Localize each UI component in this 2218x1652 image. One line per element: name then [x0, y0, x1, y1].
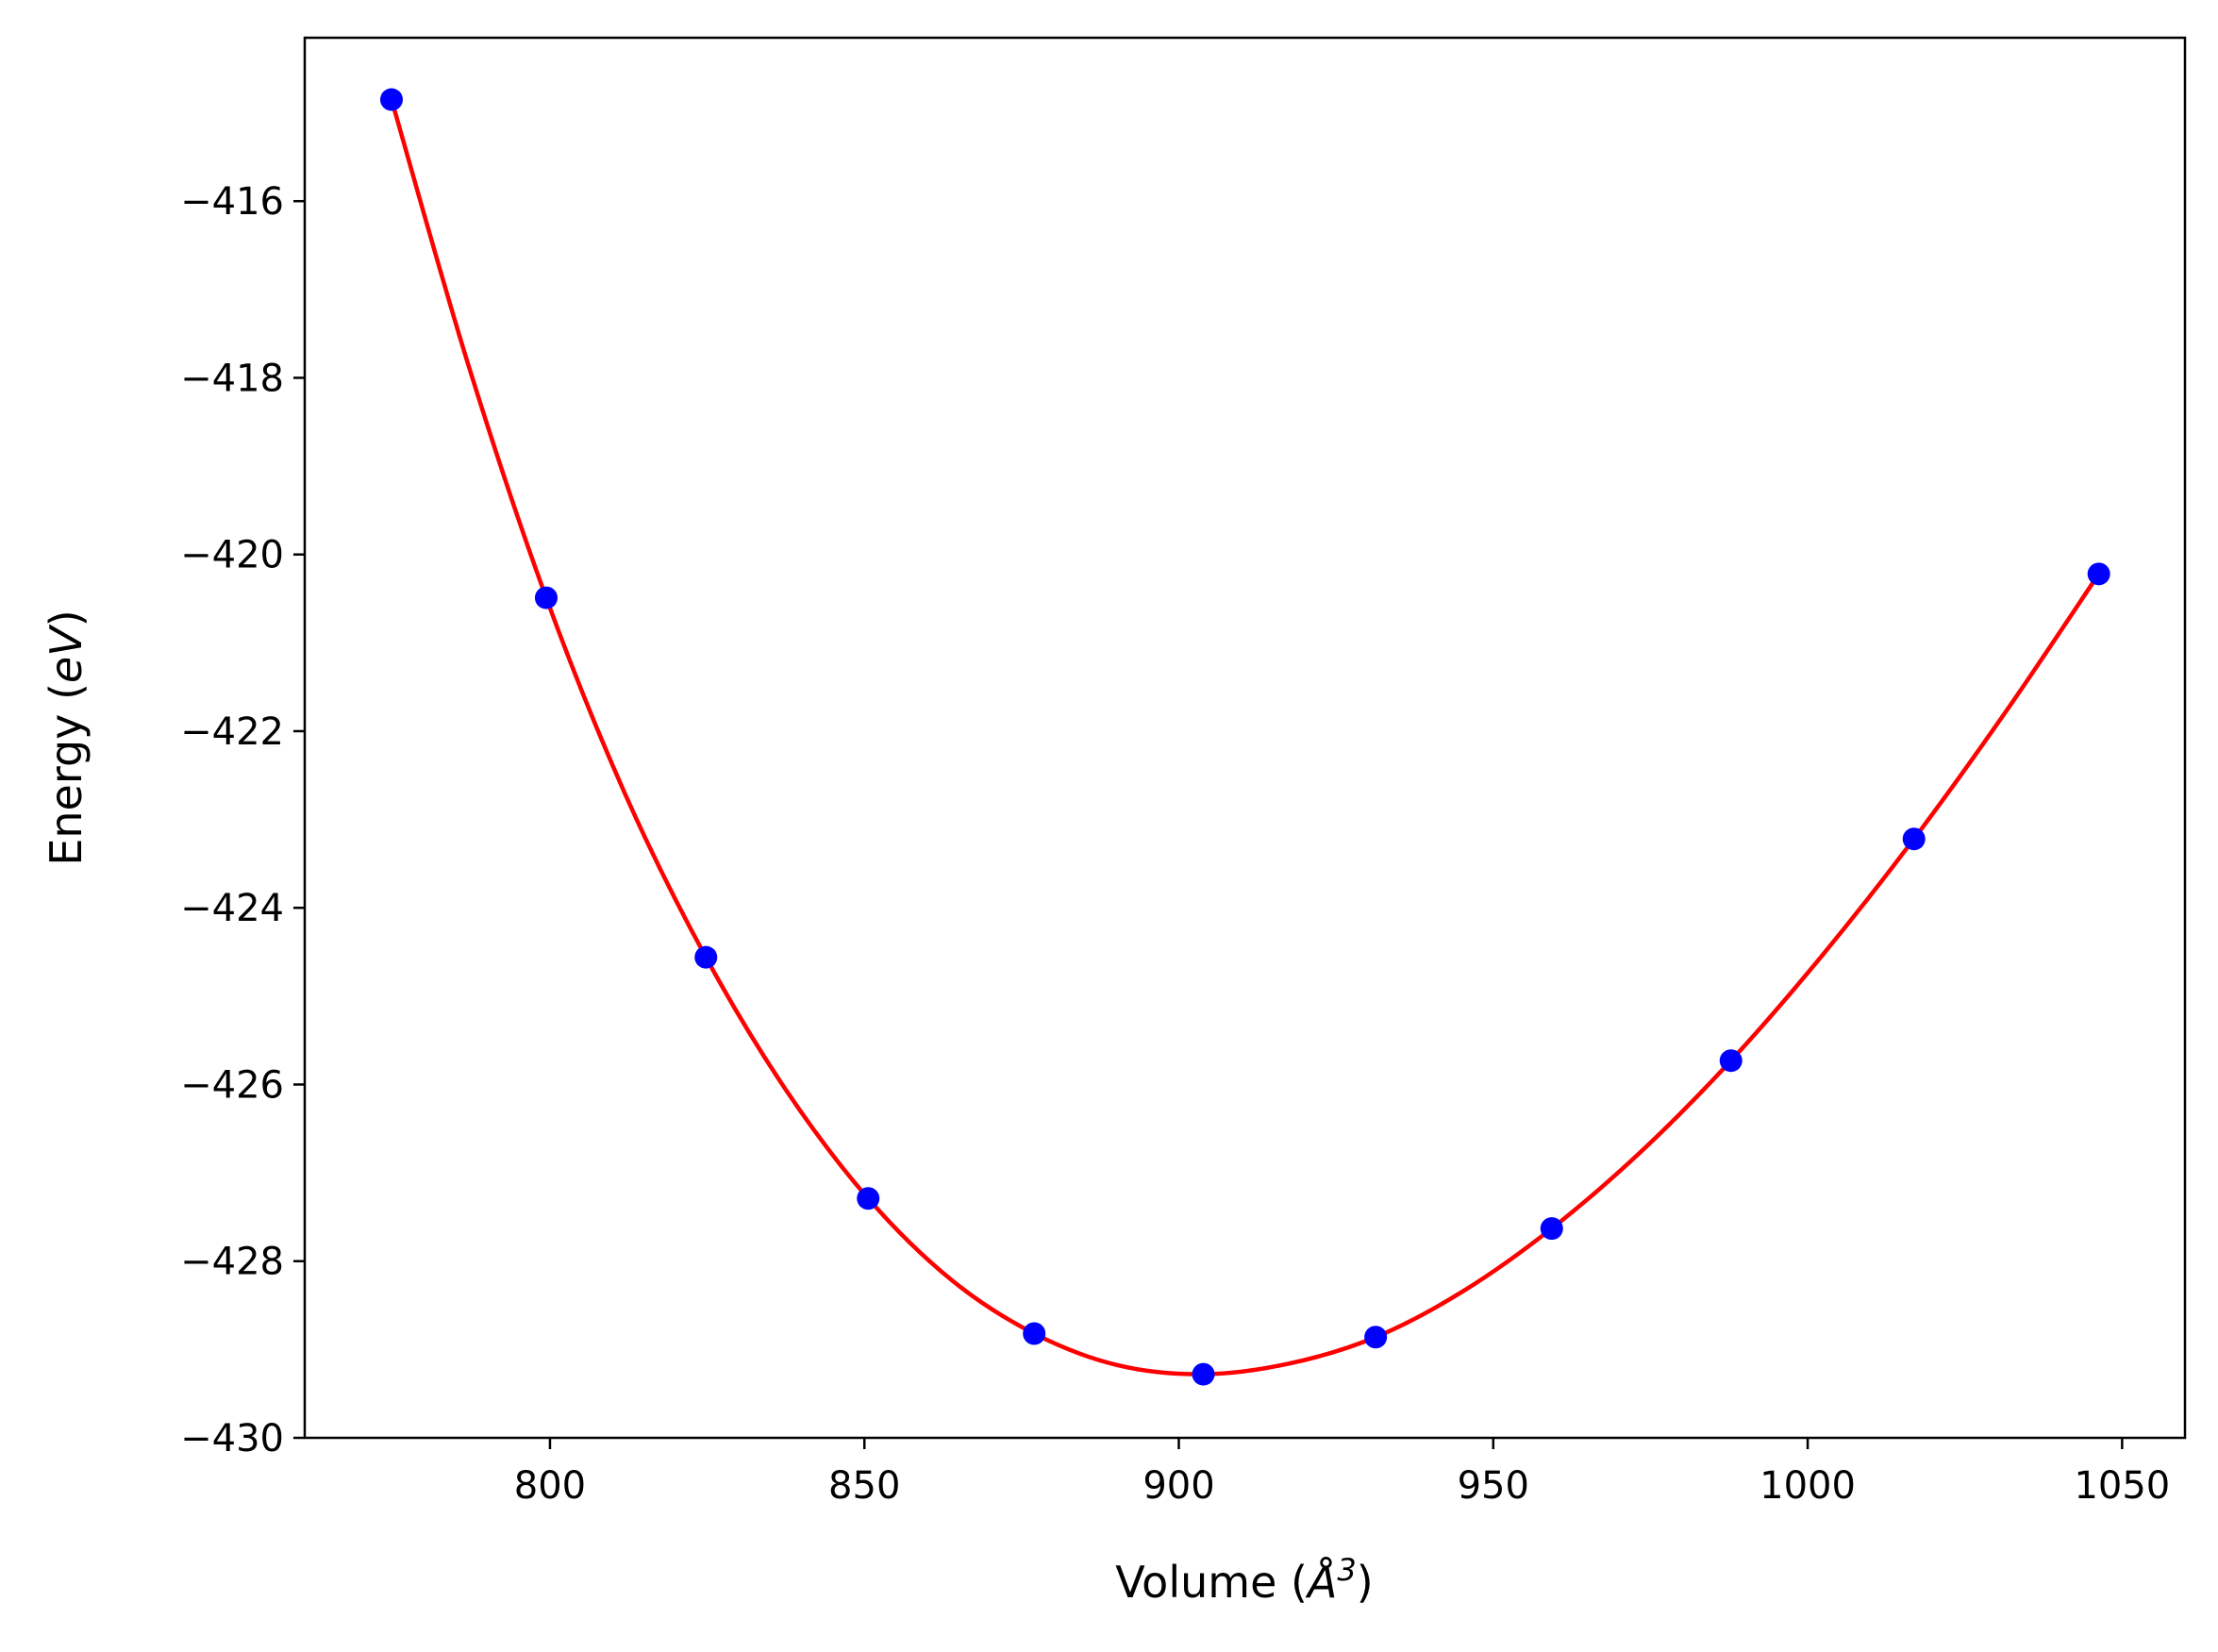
data-point	[1540, 1217, 1563, 1241]
data-point	[379, 88, 403, 111]
data-point	[857, 1187, 880, 1210]
plot-area-frame	[303, 36, 2187, 1440]
y-axis-label: Energy (eV)	[41, 609, 92, 865]
y-tick-label: −428	[180, 1241, 284, 1284]
y-tick-label: −426	[180, 1063, 284, 1107]
y-tick-label: −430	[180, 1417, 284, 1460]
y-tick-label: −420	[180, 534, 284, 577]
y-tick-label: −418	[180, 357, 284, 400]
x-axis-label: Volume (Å3)	[1115, 1552, 1373, 1608]
plot-marks	[379, 88, 2110, 1386]
data-point	[534, 586, 558, 609]
x-tick-label: 900	[1142, 1464, 1214, 1508]
x-tick-label: 950	[1458, 1464, 1529, 1508]
x-tick-label: 850	[828, 1464, 900, 1508]
data-point	[1023, 1322, 1046, 1345]
data-point	[1719, 1049, 1743, 1073]
x-tick-label: 1050	[2074, 1464, 2170, 1508]
data-point	[1364, 1326, 1388, 1349]
y-tick-label: −424	[180, 887, 284, 930]
fit-curve-line	[389, 97, 2101, 1377]
data-point	[1192, 1362, 1215, 1386]
x-axis-ticks: 800 850 900 950 1000 1050	[514, 1438, 2170, 1508]
y-tick-label: −416	[180, 180, 284, 224]
x-tick-label: 800	[514, 1464, 586, 1508]
y-tick-label: −422	[180, 710, 284, 754]
data-point	[694, 945, 718, 969]
y-axis-ticks: −416 −418 −420 −422 −424 −426 −428 −430	[180, 180, 305, 1460]
data-point	[1902, 827, 1926, 851]
x-tick-label: 1000	[1759, 1464, 1856, 1508]
data-point	[2087, 562, 2110, 586]
